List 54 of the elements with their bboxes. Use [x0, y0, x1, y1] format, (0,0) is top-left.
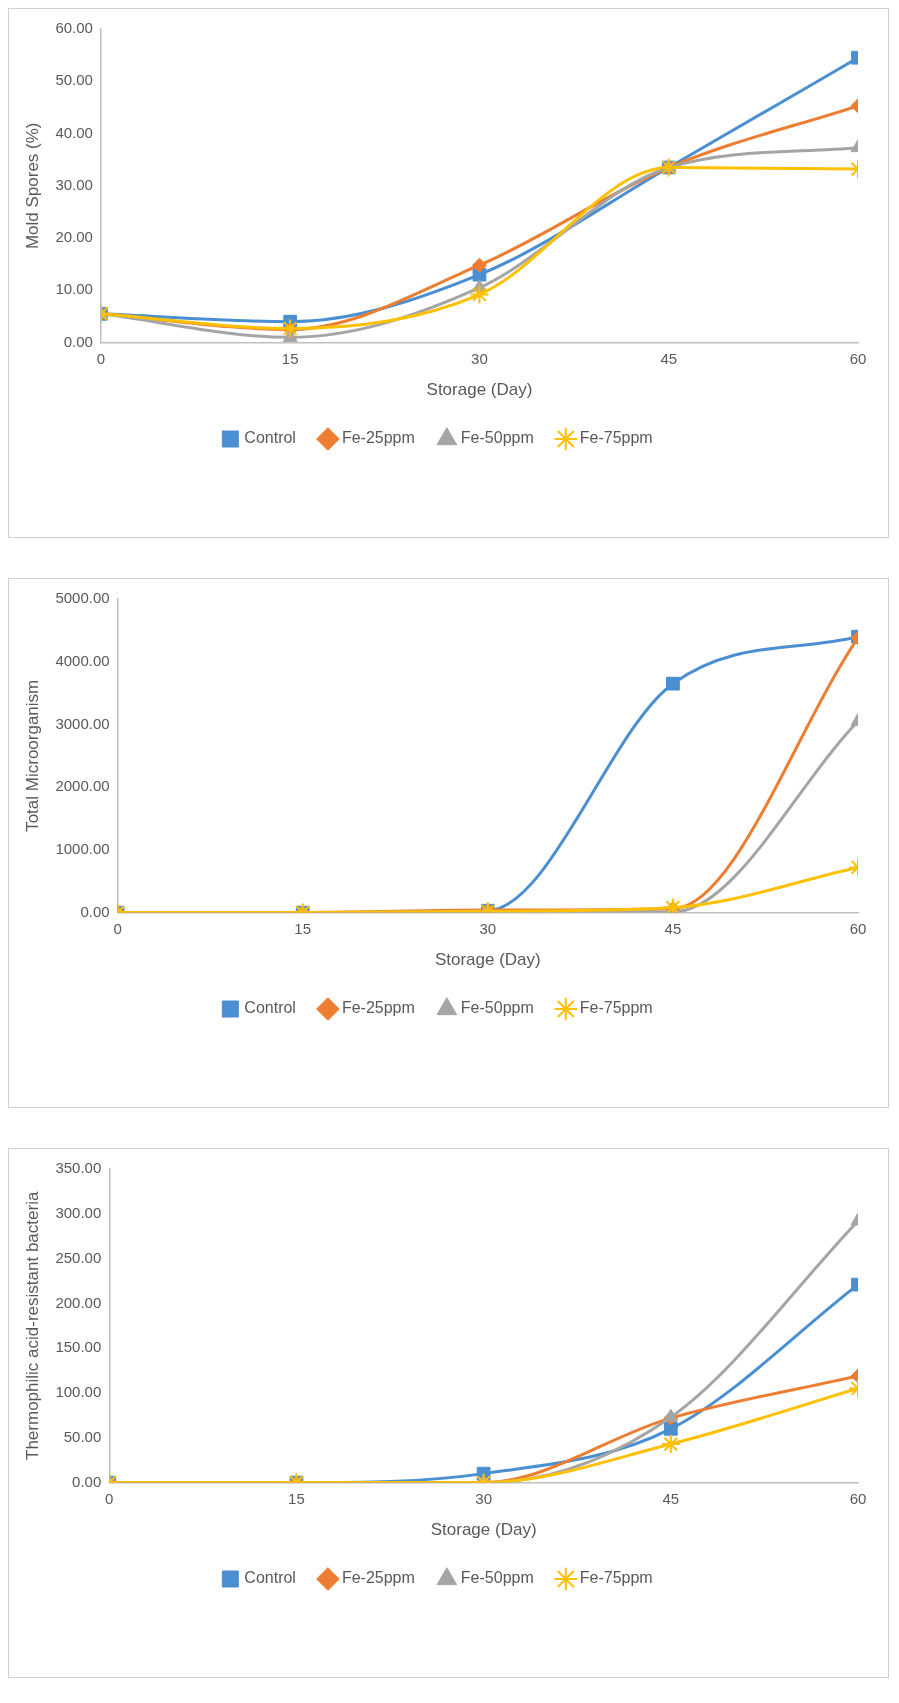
y-tick-label: 1000.00 — [55, 840, 110, 858]
legend-label: Control — [244, 1569, 296, 1587]
x-tick-label: 15 — [281, 349, 299, 367]
x-tick-label: 15 — [294, 919, 312, 937]
legend-label: Fe-50ppm — [460, 1569, 534, 1587]
x-tick-label: 60 — [849, 919, 867, 937]
y-tick-label: 20.00 — [55, 228, 93, 246]
y-tick-label: 40.00 — [55, 123, 93, 141]
x-axis-title: Storage (Day) — [426, 380, 533, 400]
y-tick-label: 250.00 — [55, 1248, 102, 1266]
y-tick-label: 5000.00 — [55, 589, 110, 607]
x-tick-label: 30 — [471, 349, 488, 367]
x-tick-label: 0 — [96, 349, 106, 367]
x-tick-label: 45 — [664, 919, 682, 937]
x-axis-title: Storage (Day) — [430, 1520, 537, 1540]
y-tick-label: 350.00 — [55, 1159, 102, 1177]
y-tick-label: 60.00 — [55, 19, 93, 37]
y-tick-label: 100.00 — [55, 1383, 102, 1401]
x-tick-label: 45 — [660, 349, 678, 367]
y-tick-label: 300.00 — [55, 1203, 102, 1221]
x-tick-label: 30 — [475, 1489, 492, 1507]
legend-label: Fe-50ppm — [460, 429, 534, 447]
legend-label: Fe-25ppm — [341, 1569, 415, 1587]
y-axis-title: Thermophilic acid-resistant bacteria — [22, 1191, 42, 1460]
y-tick-label: 0.00 — [63, 332, 93, 350]
y-tick-label: 50.00 — [55, 71, 93, 89]
legend-label: Fe-50ppm — [460, 999, 534, 1017]
y-tick-label: 3000.00 — [55, 714, 110, 732]
y-tick-label: 4000.00 — [55, 651, 110, 669]
x-tick-label: 45 — [662, 1489, 680, 1507]
y-tick-label: 10.00 — [55, 280, 93, 298]
y-tick-label: 30.00 — [55, 175, 93, 193]
y-axis-title: Total Microorganism — [22, 679, 42, 832]
x-tick-label: 30 — [479, 919, 497, 937]
y-tick-label: 50.00 — [63, 1427, 102, 1445]
legend-label: Fe-75ppm — [579, 999, 653, 1017]
x-tick-label: 15 — [288, 1489, 305, 1507]
legend-label: Fe-25ppm — [341, 999, 415, 1017]
legend-label: Fe-75ppm — [579, 1569, 653, 1587]
legend-label: Fe-75ppm — [579, 429, 653, 447]
y-tick-label: 0.00 — [80, 902, 110, 920]
x-tick-label: 60 — [849, 1489, 867, 1507]
x-tick-label: 60 — [849, 349, 867, 367]
x-axis-title: Storage (Day) — [434, 950, 541, 970]
x-tick-label: 0 — [113, 919, 122, 937]
y-axis-title: Mold Spores (%) — [22, 122, 42, 250]
y-tick-label: 150.00 — [55, 1338, 102, 1356]
y-tick-label: 200.00 — [55, 1293, 102, 1311]
legend-label: Fe-25ppm — [341, 429, 415, 447]
y-tick-label: 2000.00 — [55, 777, 110, 795]
x-tick-label: 0 — [105, 1489, 114, 1507]
legend-label: Control — [244, 999, 296, 1017]
y-tick-label: 0.00 — [72, 1472, 102, 1490]
legend-label: Control — [244, 429, 296, 447]
